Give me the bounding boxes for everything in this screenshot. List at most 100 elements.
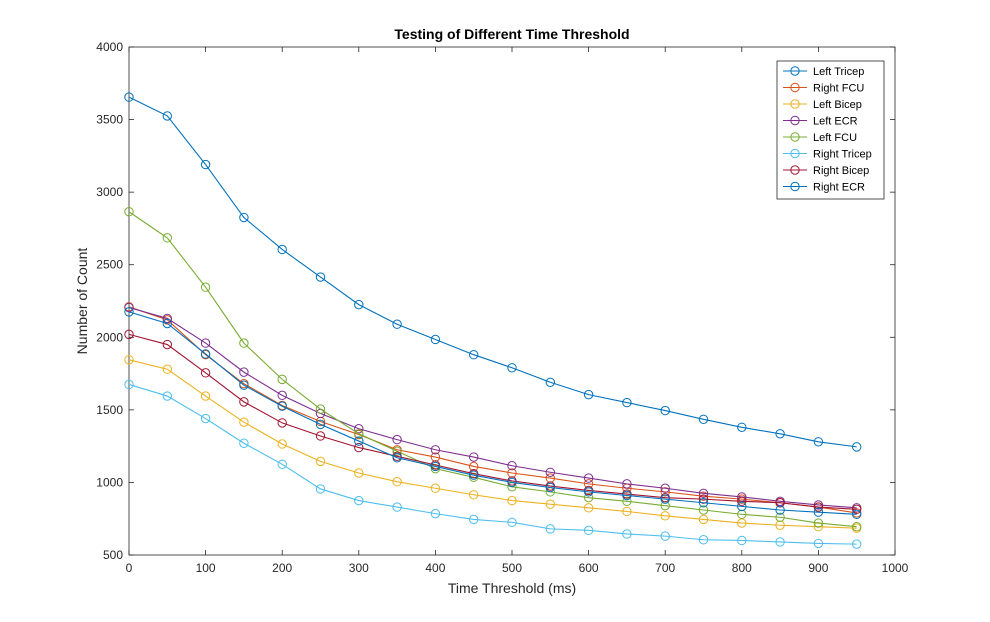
data-point xyxy=(392,477,402,487)
x-axis-label: Time Threshold (ms) xyxy=(448,580,576,596)
legend-label: Left Tricep xyxy=(813,66,864,78)
data-point xyxy=(660,494,670,504)
data-point xyxy=(277,374,287,385)
data-point xyxy=(277,439,287,449)
legend-box xyxy=(776,60,885,200)
data-point xyxy=(545,467,555,477)
series-left-fcu xyxy=(124,207,862,532)
data-point xyxy=(545,524,555,534)
x-tick-label: 1000 xyxy=(882,561,909,575)
x-tick-label: 900 xyxy=(808,561,828,575)
y-tick-label: 500 xyxy=(103,548,123,562)
legend-label: Left ECR xyxy=(813,116,858,128)
y-tick-label: 1500 xyxy=(96,403,123,417)
data-point xyxy=(583,487,594,497)
data-point xyxy=(813,437,824,447)
data-point xyxy=(813,518,824,528)
y-tick-label: 2000 xyxy=(96,330,123,344)
data-point xyxy=(354,495,364,506)
data-point xyxy=(392,502,402,512)
data-point xyxy=(622,529,632,539)
legend-marker xyxy=(790,99,800,109)
data-point xyxy=(430,461,441,472)
data-point xyxy=(239,367,249,377)
data-point xyxy=(698,535,709,545)
legend-marker xyxy=(790,66,800,76)
data-point xyxy=(775,505,785,515)
data-point xyxy=(239,212,249,223)
legend-item: Left FCU xyxy=(783,132,857,144)
data-point xyxy=(162,391,173,401)
data-point xyxy=(545,482,555,493)
data-point xyxy=(162,364,173,374)
data-point xyxy=(507,495,517,506)
data-point xyxy=(354,468,364,478)
series-left-ecr xyxy=(124,302,862,513)
data-point xyxy=(124,92,134,102)
data-point xyxy=(430,445,441,455)
data-point xyxy=(200,282,211,292)
data-point xyxy=(124,355,134,365)
data-point xyxy=(354,424,364,434)
data-point xyxy=(469,514,479,525)
data-point xyxy=(239,438,249,448)
data-point xyxy=(239,397,249,407)
data-point xyxy=(469,452,479,462)
legend-label: Right Bicep xyxy=(813,165,869,177)
x-tick-label: 500 xyxy=(502,561,522,575)
data-point xyxy=(583,492,594,503)
data-point xyxy=(852,504,862,514)
series-right-ecr xyxy=(124,307,862,520)
series-line xyxy=(128,211,857,528)
series-line xyxy=(128,96,857,448)
data-point xyxy=(813,507,824,517)
data-point xyxy=(813,521,824,532)
data-point xyxy=(698,491,709,501)
data-point xyxy=(775,498,785,508)
legend: Left Tricep Right FCU Left Bicep Left ECR Le… xyxy=(776,60,885,200)
legend-label: Left Bicep xyxy=(813,99,862,111)
data-point xyxy=(239,417,249,427)
data-point xyxy=(737,535,747,546)
data-point xyxy=(698,498,709,508)
data-point xyxy=(430,334,441,345)
data-point xyxy=(507,477,517,488)
data-point xyxy=(583,473,594,483)
data-point xyxy=(239,338,249,348)
x-tick-label: 0 xyxy=(126,561,133,575)
y-tick-label: 3000 xyxy=(96,185,123,199)
data-point xyxy=(430,483,441,493)
data-point xyxy=(852,442,862,452)
data-point xyxy=(698,514,709,525)
data-point xyxy=(200,159,211,170)
data-point xyxy=(813,500,824,510)
legend-item: Right Bicep xyxy=(783,165,869,177)
data-point xyxy=(583,389,594,400)
data-point xyxy=(813,502,824,512)
y-tick-label: 3500 xyxy=(96,113,123,127)
data-point xyxy=(737,501,747,512)
data-point xyxy=(737,496,747,506)
legend-label: Right FCU xyxy=(813,83,864,95)
data-point xyxy=(315,456,326,467)
data-point xyxy=(162,233,173,243)
data-point xyxy=(737,422,747,432)
series-left-tricep xyxy=(124,92,862,452)
data-point xyxy=(200,413,211,424)
data-point xyxy=(200,368,211,378)
data-point xyxy=(469,490,479,500)
data-point xyxy=(469,350,479,360)
series-line xyxy=(128,333,857,510)
data-point xyxy=(277,418,287,428)
x-tick-label: 200 xyxy=(272,561,292,575)
legend-item: Right Tricep xyxy=(783,149,872,161)
x-tick-label: 700 xyxy=(655,561,675,575)
data-point xyxy=(698,505,709,515)
data-point xyxy=(315,431,326,441)
series-line xyxy=(128,307,857,509)
data-point xyxy=(430,508,441,519)
data-point xyxy=(852,509,862,520)
data-point xyxy=(545,499,555,509)
data-point xyxy=(162,339,173,350)
data-point xyxy=(354,299,364,310)
